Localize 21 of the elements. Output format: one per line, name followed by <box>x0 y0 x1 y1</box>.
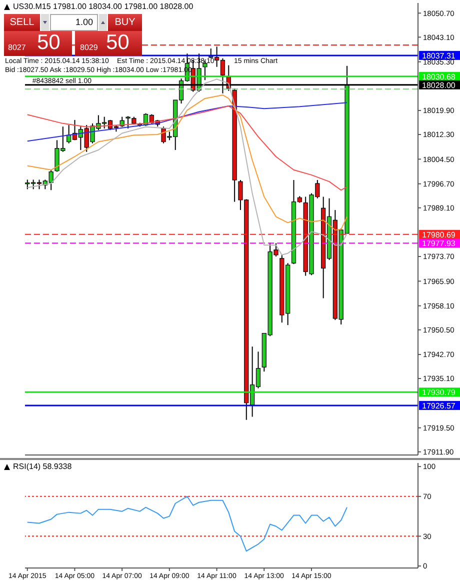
ref-line-label: 18028.00 <box>422 80 456 90</box>
annotation: 8029 <box>80 43 98 52</box>
lot-size-field: 1.00 <box>50 14 98 31</box>
line-series <box>26 94 348 230</box>
buy-button: BUY <box>108 14 142 31</box>
chart-title: RSI(14) 58.9338 <box>13 462 72 471</box>
ref-line-label: 17930.79 <box>422 388 456 398</box>
line-series <box>26 78 348 256</box>
ref-line-label: 17926.57 <box>422 401 456 410</box>
annotation: 50 <box>37 31 60 54</box>
chart-title: US30.M15 17981.00 18034.00 17981.00 18028.00 <box>13 2 194 11</box>
ref-line-label: 17980.69 <box>422 230 456 240</box>
ref-line-label: 18037.31 <box>422 51 456 60</box>
line-series <box>26 496 348 552</box>
ref-line-label: 18030.68 <box>422 72 456 82</box>
line-series <box>26 102 348 142</box>
sell-button: SELL <box>4 14 40 31</box>
annotation: 8027 <box>8 43 26 52</box>
ref-line-label: 17977.93 <box>422 239 456 248</box>
annotation: 50 <box>106 31 130 54</box>
line-series <box>26 106 348 191</box>
